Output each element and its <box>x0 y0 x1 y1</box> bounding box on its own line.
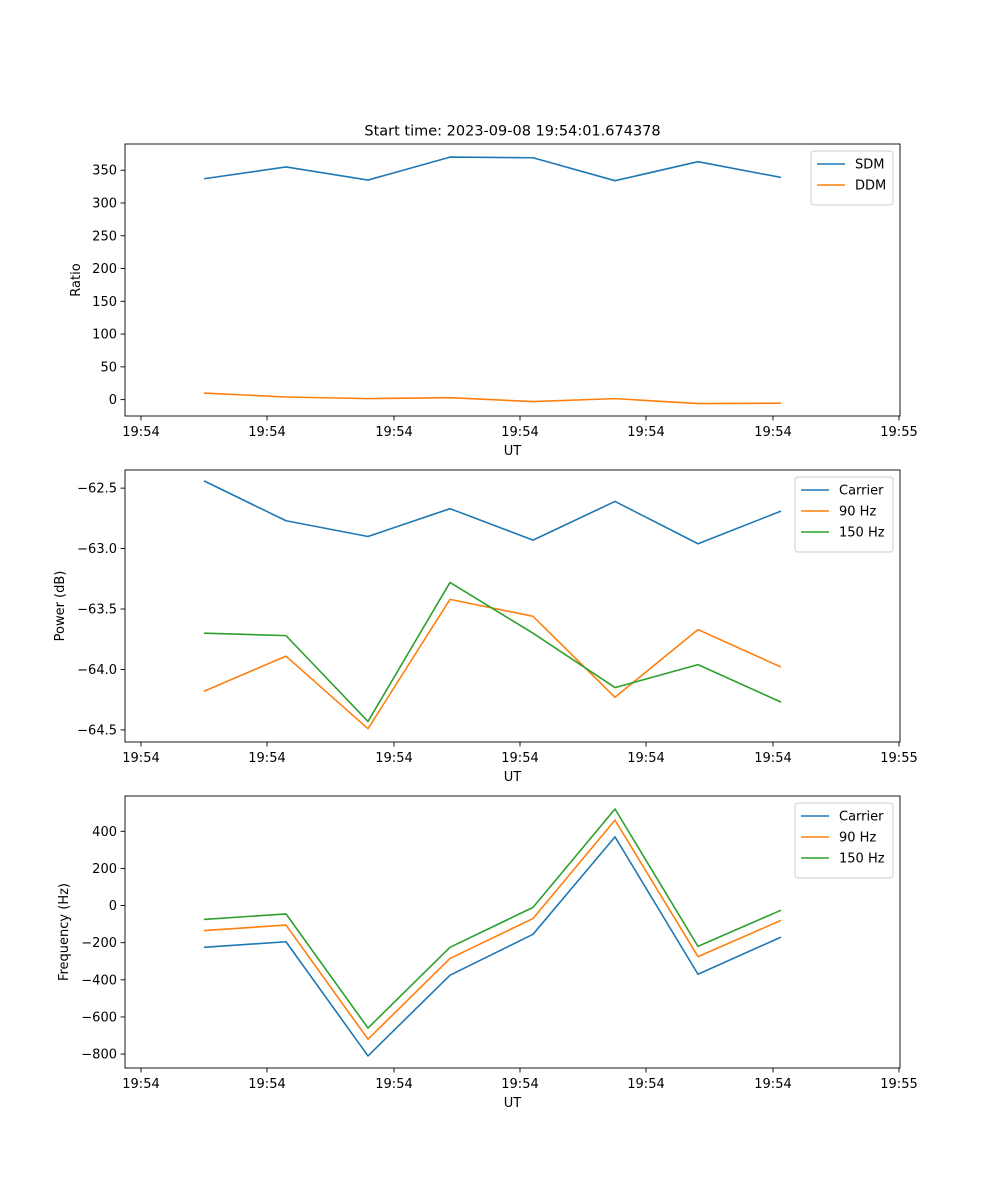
x-tick-label: 19:54 <box>248 425 285 440</box>
y-tick-label: −600 <box>81 1010 117 1025</box>
legend-entry: 150 Hz <box>839 526 885 541</box>
y-tick-label: −62.5 <box>77 482 117 497</box>
y-tick-label: 100 <box>92 328 117 343</box>
series-line-150-hz <box>203 808 782 1029</box>
series-line-carrier <box>203 480 782 545</box>
legend-box <box>794 802 894 879</box>
x-tick-label: 19:54 <box>754 751 791 766</box>
x-tick-label: 19:54 <box>122 751 159 766</box>
y-tick-label: 0 <box>109 899 117 914</box>
legend-entry: Carrier <box>839 484 884 499</box>
y-tick-label: 300 <box>92 196 117 211</box>
legend: Carrier 90 Hz 150 Hz <box>794 802 894 879</box>
series-line-carrier <box>203 836 782 1057</box>
x-tick-label: 19:54 <box>375 425 412 440</box>
x-tick-label: 19:54 <box>501 1077 538 1092</box>
y-tick-label: 200 <box>92 862 117 877</box>
x-tick-label: 19:54 <box>375 751 412 766</box>
legend: Carrier 90 Hz 150 Hz <box>794 476 894 553</box>
x-tick-label: 19:54 <box>627 425 664 440</box>
series-line-90-hz <box>203 819 782 1041</box>
y-tick-label: 150 <box>92 295 117 310</box>
series-line-ddm <box>203 392 782 405</box>
x-tick-label: 19:54 <box>627 1077 664 1092</box>
legend-entry: DDM <box>855 179 886 194</box>
y-tick-label: 350 <box>92 164 117 179</box>
x-axis-label: UT <box>504 444 522 459</box>
series-line-90-hz <box>203 598 782 730</box>
y-axis-label: Power (dB) <box>53 571 68 642</box>
y-tick-label: 250 <box>92 229 117 244</box>
y-tick-label: 400 <box>92 825 117 840</box>
x-tick-label: 19:55 <box>880 425 917 440</box>
x-tick-label: 19:54 <box>627 751 664 766</box>
y-tick-label: −200 <box>81 936 117 951</box>
x-tick-label: 19:54 <box>501 751 538 766</box>
legend: SDM DDM <box>810 150 894 206</box>
axes-frame <box>124 795 901 1069</box>
x-tick-label: 19:54 <box>754 1077 791 1092</box>
axes-frame <box>124 469 901 743</box>
x-tick-label: 19:55 <box>880 751 917 766</box>
series-line-150-hz <box>203 581 782 723</box>
subplot-2: 19:54 19:54 19:54 19:54 19:54 19:54 19:55 −64.5… <box>53 469 918 785</box>
x-tick-label: 19:54 <box>122 425 159 440</box>
y-tick-label: −800 <box>81 1048 117 1063</box>
subplot-3: 19:54 19:54 19:54 19:54 19:54 19:54 19:55 −800 −… <box>57 795 918 1111</box>
x-tick-label: 19:54 <box>754 425 791 440</box>
y-tick-label: −400 <box>81 973 117 988</box>
series-line-sdm <box>203 156 782 182</box>
legend-box <box>794 476 894 553</box>
x-tick-label: 19:54 <box>248 1077 285 1092</box>
legend-entry: 90 Hz <box>839 831 876 846</box>
y-axis-label: Ratio <box>69 263 84 296</box>
y-tick-label: −64.5 <box>77 723 117 738</box>
axes-frame <box>124 143 901 417</box>
legend-entry: 150 Hz <box>839 852 885 867</box>
y-tick-label: 50 <box>100 360 117 375</box>
legend-entry: Carrier <box>839 810 884 825</box>
x-axis-label: UT <box>504 1096 522 1111</box>
y-tick-label: 200 <box>92 262 117 277</box>
x-tick-label: 19:54 <box>122 1077 159 1092</box>
y-tick-label: −63.5 <box>77 603 117 618</box>
y-tick-label: −64.0 <box>77 663 117 678</box>
x-tick-label: 19:55 <box>880 1077 917 1092</box>
subplot-1: 19:54 19:54 19:54 19:54 19:54 19:54 19:55 0 50 10… <box>69 143 918 459</box>
y-tick-label: −63.0 <box>77 542 117 557</box>
x-tick-label: 19:54 <box>501 425 538 440</box>
x-tick-label: 19:54 <box>375 1077 412 1092</box>
figure-title: Start time: 2023-09-08 19:54:01.674378 <box>364 124 660 140</box>
x-tick-label: 19:54 <box>248 751 285 766</box>
legend-entry: 90 Hz <box>839 505 876 520</box>
x-axis-label: UT <box>504 770 522 785</box>
legend-entry: SDM <box>855 158 884 173</box>
y-axis-label: Frequency (Hz) <box>57 883 72 981</box>
y-tick-label: 0 <box>109 393 117 408</box>
